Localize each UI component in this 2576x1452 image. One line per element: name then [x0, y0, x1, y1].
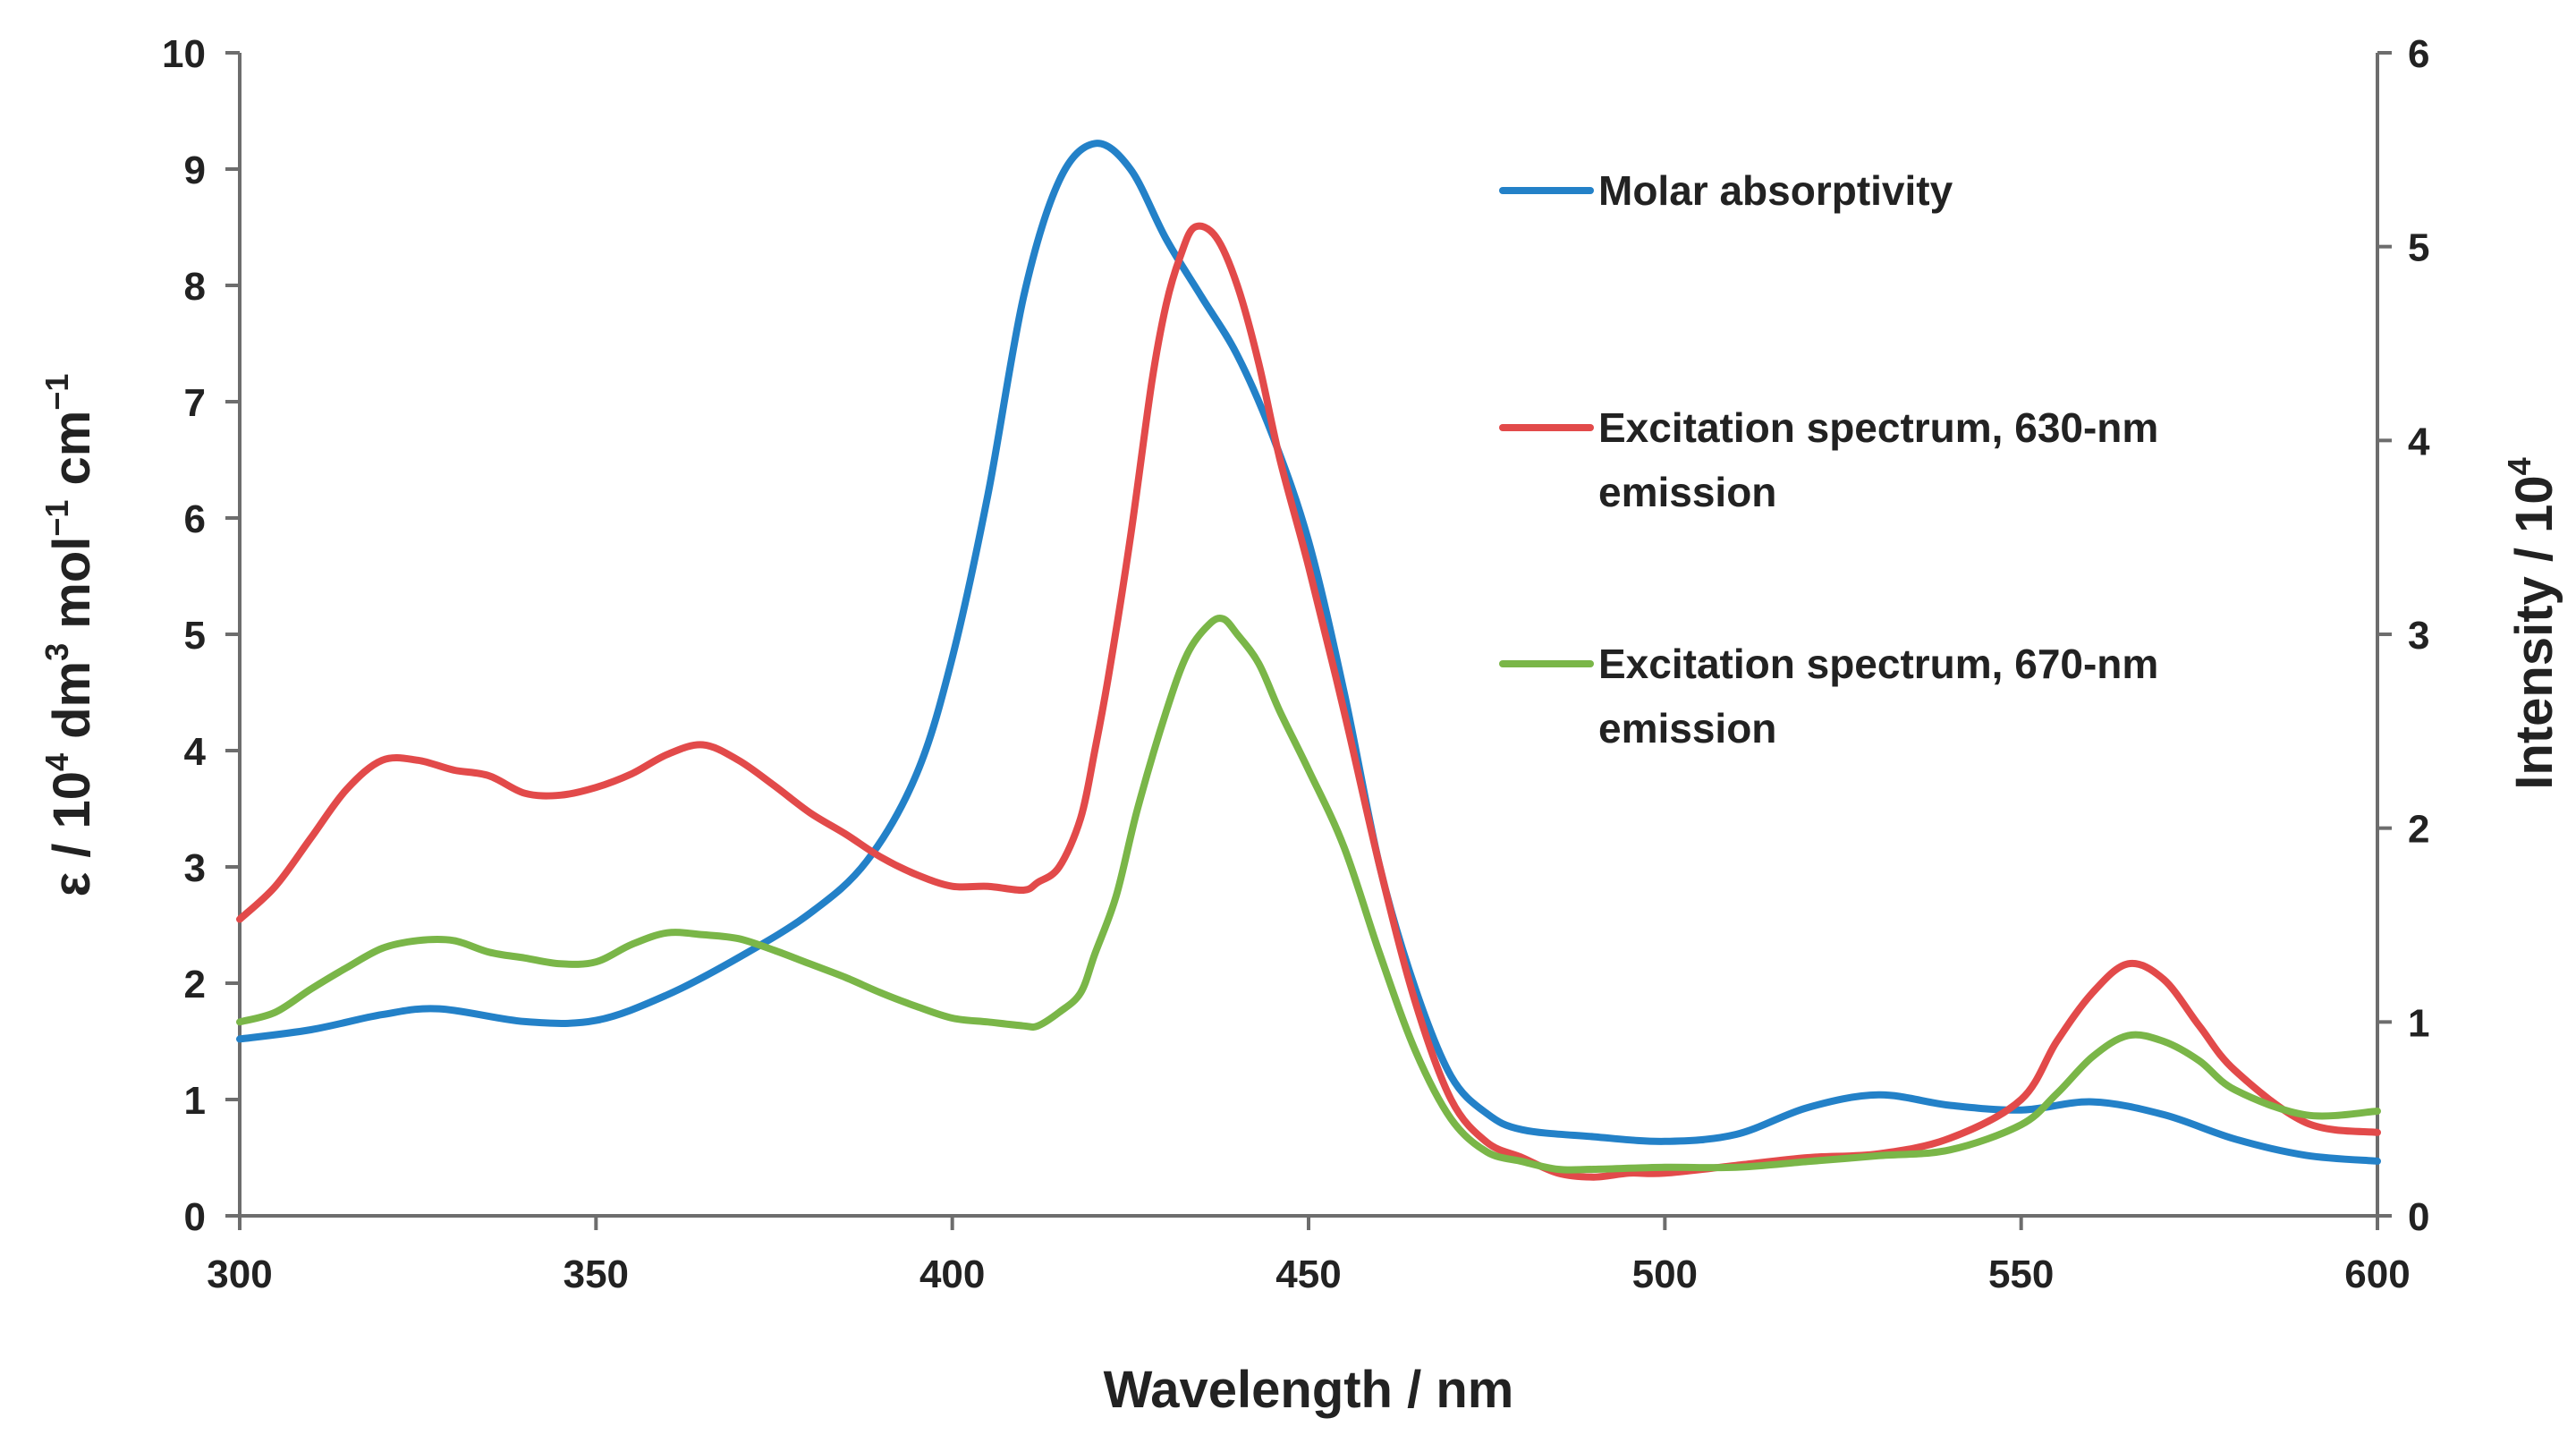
series-excitation-630nm-line [236, 222, 2381, 1181]
left-y-tick-label: 3 [184, 846, 206, 890]
legend-label-670nm-line2: emission [1598, 705, 1776, 751]
right-y-tick-label: 6 [2408, 32, 2429, 76]
left-y-tick-label: 2 [184, 963, 206, 1006]
left-y-tick-label: 7 [184, 381, 206, 425]
left-y-title-part3: mol [43, 537, 101, 643]
left-y-title-part2: dm [43, 661, 101, 753]
left-y-title-sup2: 3 [38, 643, 75, 661]
legend: Molar absorptivity Excitation spectrum, … [1499, 167, 2158, 751]
left-y-tick-label: 1 [184, 1079, 206, 1123]
left-y-axis-title: ε / 104 dm3 mol−1 cm−1 [38, 374, 101, 897]
x-axis-title: Wavelength / nm [1104, 1361, 1514, 1419]
left-y-title-part1: ε / 10 [43, 771, 101, 896]
right-y-tick-label: 5 [2408, 226, 2429, 270]
axis-ticks: 300 350 400 450 500 550 600 0 1 2 3 4 5 6 7 8 9 10 0 1 2 3 4 5 6 [162, 32, 2430, 1296]
left-y-tick-label: 10 [162, 32, 206, 76]
left-y-title-sup3: −1 [38, 500, 75, 537]
right-y-tick-label: 4 [2408, 420, 2430, 463]
left-y-tick-label: 5 [184, 614, 206, 658]
x-tick-label: 550 [1988, 1252, 2054, 1296]
right-y-tick-label: 3 [2408, 614, 2429, 658]
right-y-axis-title: Intensity / 104 [2501, 457, 2563, 789]
data-series [236, 140, 2381, 1181]
left-y-title-part4: cm [43, 411, 101, 500]
legend-label-630nm-line2: emission [1598, 469, 1776, 515]
x-tick-label: 350 [564, 1252, 629, 1296]
left-y-title-sup4: −1 [38, 374, 75, 411]
series-molar-absorptivity-line [236, 140, 2381, 1165]
left-y-tick-label: 6 [184, 497, 206, 541]
legend-label-630nm-line1: Excitation spectrum, 630-nm [1598, 404, 2158, 451]
right-y-tick-label: 0 [2408, 1195, 2429, 1239]
legend-label-670nm-line1: Excitation spectrum, 670-nm [1598, 641, 2158, 687]
right-y-tick-label: 2 [2408, 808, 2429, 852]
left-y-title-sup1: 4 [38, 753, 75, 771]
legend-label-molar-absorptivity: Molar absorptivity [1598, 167, 1953, 214]
right-y-title-sup1: 4 [2501, 457, 2538, 475]
right-y-tick-label: 1 [2408, 1001, 2429, 1045]
series-excitation-670nm-line [236, 615, 2381, 1174]
right-y-title-part1: Intensity / 10 [2505, 475, 2563, 789]
x-tick-label: 300 [207, 1252, 272, 1296]
x-tick-label: 450 [1275, 1252, 1341, 1296]
left-y-tick-label: 4 [184, 730, 207, 774]
left-y-tick-label: 9 [184, 149, 206, 192]
x-tick-label: 500 [1632, 1252, 1698, 1296]
x-tick-label: 400 [919, 1252, 985, 1296]
left-y-tick-label: 8 [184, 265, 206, 309]
x-tick-label: 600 [2344, 1252, 2410, 1296]
left-y-tick-label: 0 [184, 1195, 206, 1239]
